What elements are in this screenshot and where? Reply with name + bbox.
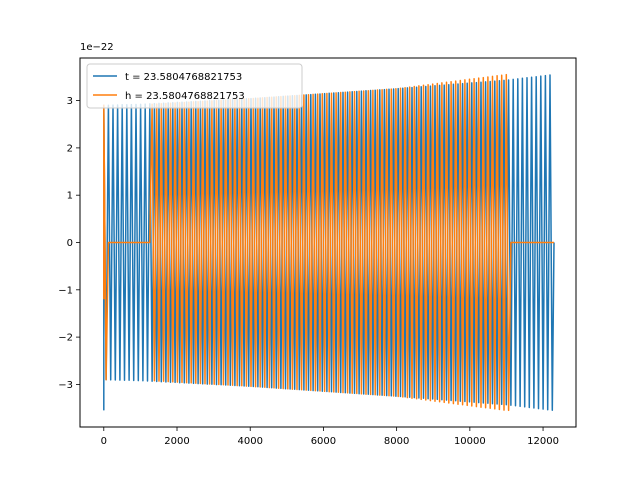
x-axis: 0 2000 4000 6000 8000 10000 12000 [101, 427, 559, 447]
legend-label: t = 23.5804768821753 [125, 72, 242, 83]
legend: t = 23.5804768821753 h = 23.5804768821753 [86, 63, 303, 109]
y-tick-label: 0 [67, 238, 73, 249]
y-tick-label: 2 [67, 143, 73, 154]
x-tick-label: 2000 [164, 436, 189, 447]
series-line-h [103, 73, 554, 412]
y-axis: −3 −2 −1 0 1 2 3 [58, 96, 80, 391]
x-tick-label: 4000 [237, 436, 262, 447]
x-tick-label: 6000 [311, 436, 336, 447]
y-tick-label: 3 [67, 96, 73, 107]
x-tick-label: 12000 [527, 436, 559, 447]
series-layer [103, 73, 555, 412]
y-tick-label: −1 [58, 285, 73, 296]
y-tick-label: −3 [58, 380, 73, 391]
x-tick-label: 0 [101, 436, 107, 447]
y-tick-label: −2 [58, 333, 73, 344]
x-tick-label: 10000 [454, 436, 486, 447]
x-tick-label: 8000 [384, 436, 409, 447]
legend-label: h = 23.5804768821753 [125, 91, 245, 102]
legend-box [86, 63, 303, 109]
y-offset-label: 1e−22 [80, 42, 114, 53]
y-tick-label: 1 [67, 191, 73, 202]
